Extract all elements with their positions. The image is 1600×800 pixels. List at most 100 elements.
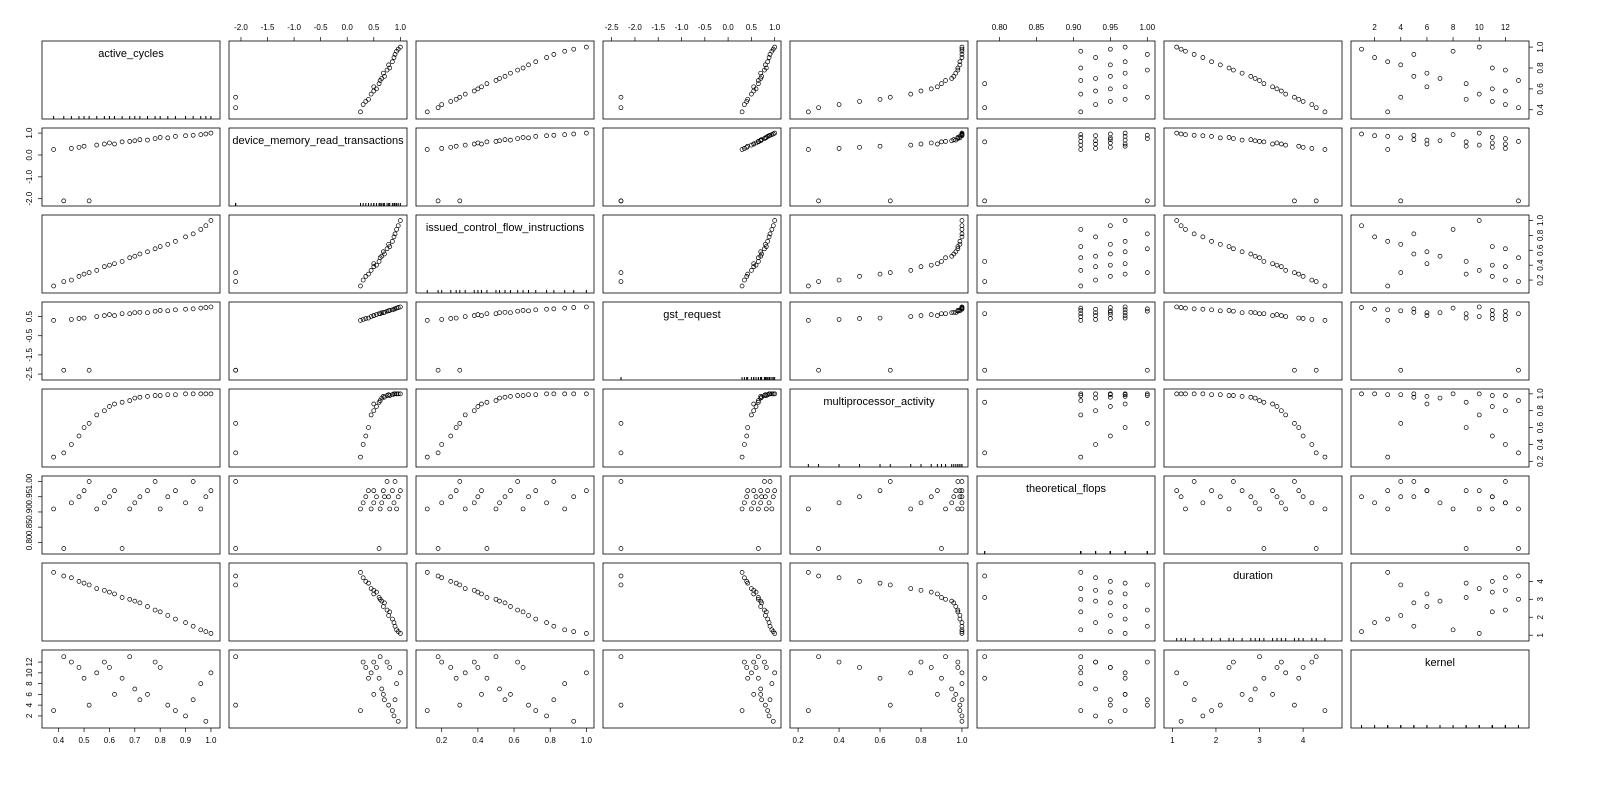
point [982, 311, 988, 317]
point [1274, 494, 1280, 500]
point [208, 130, 214, 136]
point [533, 59, 539, 65]
point [1217, 241, 1223, 247]
point [453, 143, 459, 149]
point [497, 395, 502, 401]
point [471, 408, 477, 414]
point [745, 96, 751, 102]
point [758, 686, 764, 692]
point [935, 488, 940, 494]
point [1107, 62, 1113, 68]
panel-border [415, 475, 595, 555]
point [386, 613, 392, 618]
point [1411, 132, 1417, 138]
point [435, 546, 441, 551]
point [145, 394, 150, 399]
panel-border [41, 214, 221, 294]
x-tick-label: 0.5 [78, 736, 90, 745]
point [1398, 94, 1404, 100]
point [1093, 133, 1098, 139]
point [397, 670, 403, 676]
point [1183, 227, 1188, 232]
point [1200, 306, 1206, 312]
point [1385, 506, 1391, 512]
point [198, 391, 204, 397]
point [618, 573, 624, 579]
point [1463, 271, 1469, 277]
point [763, 244, 769, 249]
point [618, 94, 624, 100]
panel-border [602, 649, 782, 729]
point [1107, 73, 1113, 79]
point [1122, 130, 1128, 136]
point [1122, 59, 1128, 65]
point [1489, 135, 1495, 140]
point [439, 146, 445, 151]
point [1300, 273, 1306, 279]
point [382, 494, 387, 500]
x-tick-label: 0.9 [180, 736, 192, 745]
point [1313, 279, 1319, 284]
point [69, 317, 74, 322]
point [119, 139, 125, 145]
point [1144, 246, 1150, 252]
point [1107, 391, 1113, 397]
point [1489, 316, 1495, 321]
point [69, 659, 74, 665]
point [562, 681, 568, 686]
panel-border [602, 214, 782, 294]
point [935, 692, 940, 697]
point [360, 659, 366, 665]
panel-border [1350, 475, 1530, 555]
point [233, 421, 239, 426]
point [742, 442, 747, 447]
point [742, 575, 747, 581]
point [94, 142, 100, 148]
point [1257, 255, 1262, 261]
point [959, 500, 965, 506]
point [1489, 609, 1495, 615]
point [1516, 255, 1521, 261]
point [877, 580, 883, 586]
point [1144, 623, 1150, 629]
point [763, 506, 769, 512]
point [1122, 218, 1128, 223]
point [112, 488, 117, 494]
point [1278, 500, 1284, 506]
point [384, 479, 390, 484]
point [816, 198, 821, 204]
point [1313, 105, 1319, 111]
point [1516, 398, 1521, 403]
point [1209, 392, 1214, 398]
y-tick-label: 1.00 [25, 473, 34, 489]
point [1107, 144, 1113, 150]
point [448, 99, 454, 104]
point [1078, 708, 1084, 713]
point [1385, 147, 1391, 152]
point [953, 692, 959, 697]
point [86, 479, 92, 484]
point [1489, 140, 1495, 146]
point [1274, 262, 1280, 268]
point [1093, 620, 1098, 625]
point [233, 94, 239, 100]
point [1144, 198, 1150, 204]
point [1107, 251, 1113, 257]
point [1300, 316, 1306, 321]
x-tick-label: 0.5 [368, 23, 380, 32]
point [1503, 102, 1508, 107]
point [1078, 283, 1084, 289]
point [152, 246, 158, 252]
point [1257, 654, 1262, 660]
point [1231, 308, 1236, 314]
point [959, 479, 965, 484]
point [1107, 433, 1113, 439]
point [805, 506, 811, 512]
point [955, 246, 961, 252]
point [69, 500, 74, 506]
point [1503, 442, 1508, 447]
point [479, 313, 484, 318]
point [1309, 317, 1315, 322]
point [1463, 81, 1469, 87]
point [1200, 500, 1206, 506]
